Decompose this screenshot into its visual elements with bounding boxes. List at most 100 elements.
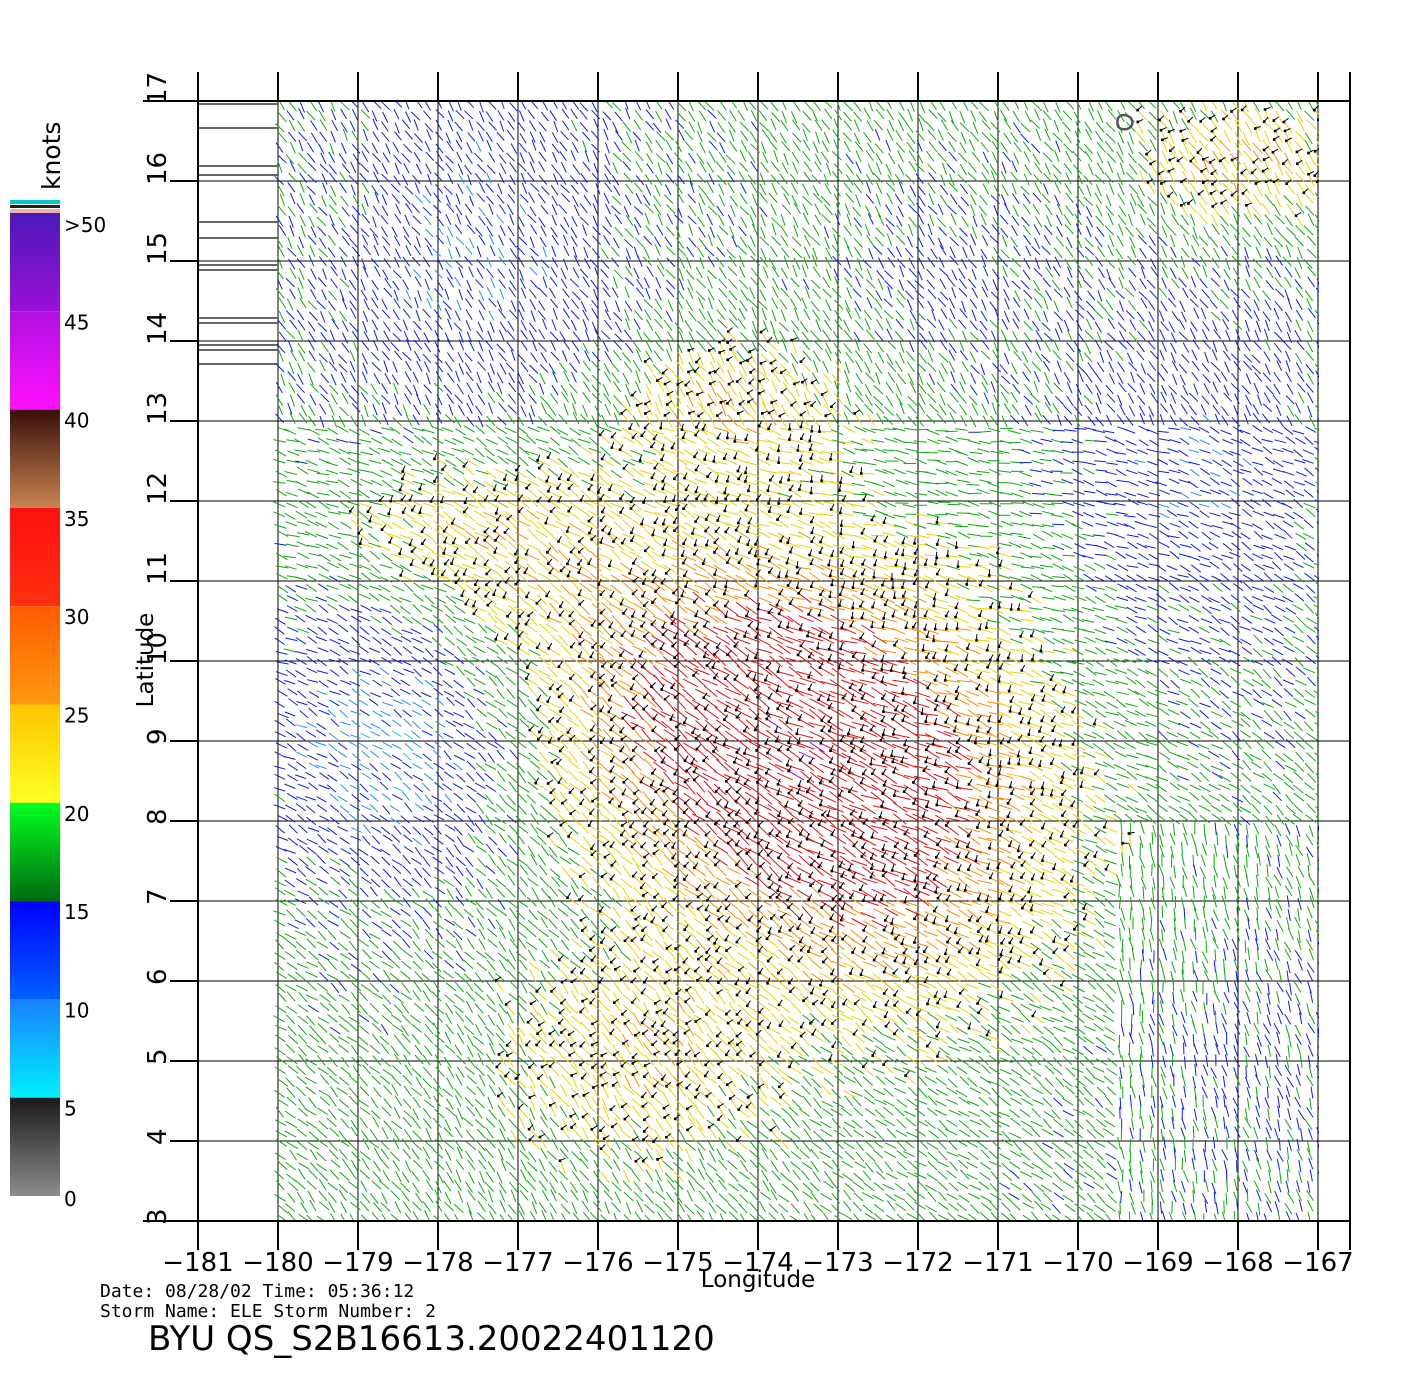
- wind-vector: [999, 364, 1008, 375]
- wind-vector: [563, 258, 569, 271]
- wind-vector: [373, 373, 381, 385]
- wind-vector: [632, 519, 645, 529]
- wind-vector: [707, 276, 713, 289]
- wind-vector: [1083, 279, 1092, 289]
- wind-vector: [518, 142, 527, 153]
- wind-vector: [478, 101, 484, 113]
- wind-barb: [677, 380, 684, 385]
- wind-vector: [328, 259, 337, 270]
- wind-vector: [600, 498, 612, 508]
- wind-vector: [771, 380, 778, 394]
- wind-vector: [603, 371, 612, 383]
- wind-barb: [518, 506, 524, 512]
- wind-vector: [821, 140, 829, 153]
- wind-barb: [768, 505, 772, 512]
- wind-vector: [561, 193, 571, 203]
- wind-barb: [664, 380, 671, 385]
- wind-vector: [394, 350, 403, 361]
- wind-vector: [443, 185, 453, 196]
- wind-vector: [361, 203, 367, 216]
- wind-vector: [277, 205, 287, 216]
- wind-vector: [727, 480, 741, 486]
- wind-barb: [664, 495, 667, 502]
- wind-vector: [446, 140, 454, 152]
- wind-vector: [906, 280, 917, 290]
- wind-vector: [557, 458, 569, 468]
- wind-vector: [393, 131, 402, 141]
- wind-vector: [478, 309, 485, 321]
- wind-vector: [730, 204, 736, 217]
- wind-vector: [357, 510, 369, 520]
- wind-vector: [341, 235, 350, 246]
- wind-vector: [664, 501, 678, 507]
- wind-vector: [1109, 373, 1116, 385]
- wind-vector: [1245, 404, 1251, 417]
- wind-vector: [758, 458, 772, 466]
- wind-vector: [759, 172, 766, 186]
- wind-vector: [350, 385, 360, 395]
- wind-vector: [1034, 108, 1041, 121]
- wind-vector: [445, 194, 451, 206]
- wind-barb: [673, 516, 678, 523]
- wind-vector: [1104, 101, 1113, 112]
- wind-vector: [518, 216, 525, 228]
- wind-vector: [434, 329, 440, 341]
- wind-vector: [1328, 308, 1333, 319]
- wind-vector: [381, 101, 391, 111]
- wind-vector: [340, 195, 349, 207]
- wind-barb: [496, 514, 502, 521]
- wind-vector: [769, 101, 779, 112]
- wind-vector: [405, 101, 410, 110]
- wind-vector: [1137, 234, 1147, 245]
- wind-vector: [789, 298, 798, 310]
- wind-vector: [831, 244, 841, 256]
- wind-vector: [519, 193, 529, 203]
- wind-barb: [1211, 169, 1217, 174]
- wind-vector: [1146, 217, 1156, 227]
- wind-vector: [384, 373, 392, 385]
- wind-vector: [1252, 290, 1260, 302]
- wind-vector: [393, 175, 401, 186]
- wind-vector: [832, 255, 842, 266]
- wind-vector: [1170, 257, 1179, 269]
- wind-vector: [981, 172, 990, 184]
- wind-vector: [1061, 492, 1074, 495]
- wind-vector: [1285, 371, 1292, 383]
- wind-vector: [968, 395, 978, 406]
- wind-vector: [1224, 361, 1230, 373]
- wind-vector: [612, 404, 621, 416]
- wind-vector: [297, 343, 306, 354]
- wind-vector: [1105, 133, 1116, 144]
- wind-vector: [897, 163, 905, 176]
- wind-vector: [1212, 341, 1218, 353]
- wind-vector: [581, 131, 591, 141]
- wind-vector: [393, 235, 401, 246]
- wind-vector: [1328, 382, 1334, 393]
- wind-vector: [1188, 520, 1199, 529]
- wind-vector: [895, 246, 902, 258]
- wind-vector: [1066, 342, 1075, 353]
- wind-vector: [487, 372, 493, 384]
- wind-vector: [693, 513, 707, 520]
- wind-vector: [555, 510, 570, 518]
- wind-vector: [1053, 480, 1066, 484]
- wind-vector: [788, 470, 802, 476]
- wind-vector: [1230, 478, 1241, 487]
- wind-vector: [1072, 164, 1083, 175]
- wind-vector: [930, 248, 938, 260]
- wind-vector: [525, 450, 539, 456]
- wind-vector: [1169, 403, 1176, 415]
- wind-vector: [611, 205, 621, 215]
- wind-vector: [1000, 329, 1008, 342]
- wind-vector: [508, 382, 517, 393]
- wind-barb: [464, 496, 468, 503]
- wind-barb: [381, 524, 387, 530]
- wind-vector: [294, 449, 307, 453]
- wind-vector: [915, 130, 925, 141]
- wind-vector: [437, 101, 443, 109]
- wind-vector: [750, 205, 757, 218]
- wind-barb: [734, 435, 737, 442]
- wind-vector: [1190, 468, 1200, 477]
- wind-vector: [413, 339, 423, 350]
- wind-vector: [1053, 339, 1060, 352]
